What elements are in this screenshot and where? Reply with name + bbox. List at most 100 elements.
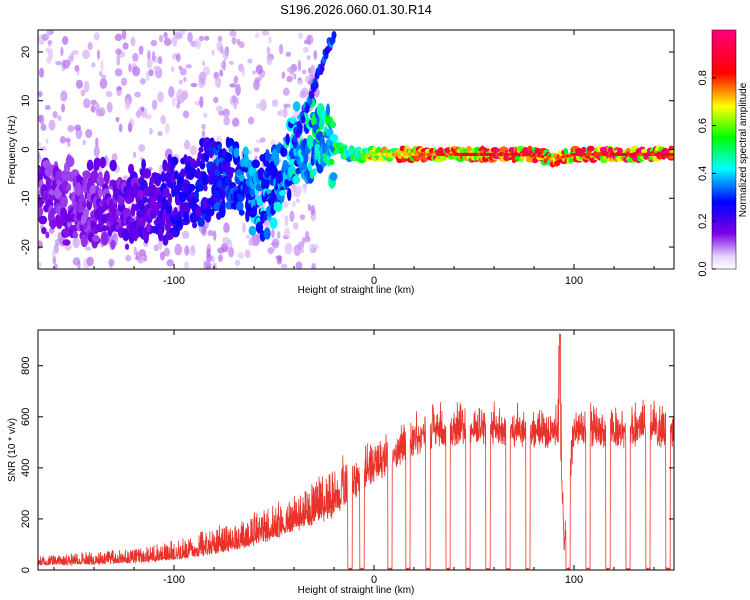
spectrogram-noise-blob: [153, 244, 159, 252]
spectrogram-noise-blob: [198, 71, 207, 84]
spectrogram-noise-blob: [222, 108, 230, 117]
spectrogram-ridge-blob: [586, 145, 595, 152]
spectrogram-noise-blob: [182, 110, 190, 119]
spectrogram-ridge-blob: [109, 159, 117, 172]
spectrogram-heatmap: [38, 30, 674, 269]
spectrogram-noise-blob: [242, 222, 246, 234]
spectrogram-ridge-blob: [42, 160, 51, 169]
spectrogram-ridge-blob: [193, 190, 199, 201]
spectrogram-noise-blob: [295, 261, 303, 269]
spectrogram-noise-blob: [151, 50, 156, 62]
spectrogram-ridge-blob: [227, 138, 235, 146]
spectrogram-noise-blob: [143, 254, 148, 262]
spectrogram-noise-blob: [311, 262, 317, 269]
spectrogram-ridge-blob: [207, 208, 215, 217]
spectrogram-noise-blob: [245, 234, 251, 239]
spectrogram-noise-blob: [212, 97, 219, 104]
spectrogram-ridge-blob: [233, 147, 240, 159]
spectrogram-noise-blob: [95, 109, 104, 117]
spectrogram-ridge-blob: [198, 146, 204, 153]
colorbar-tick-label: 0.8: [697, 70, 709, 85]
spectrogram-ridge-blob: [192, 221, 198, 229]
spectrogram-ridge-blob: [303, 151, 309, 165]
spectrogram-noise-blob: [106, 101, 113, 113]
spectrogram-noise-blob: [203, 112, 208, 119]
spectrogram-ridge-blob: [41, 227, 47, 235]
spectrogram-noise-blob: [301, 69, 307, 75]
spectrogram-ridge-blob: [325, 103, 331, 117]
spectrogram-noise-blob: [87, 42, 93, 51]
spectrogram-ridge-blob: [86, 159, 94, 171]
spectrogram-noise-blob: [211, 255, 215, 263]
spectrogram-noise-blob: [252, 70, 256, 75]
spectrogram-ridge-blob: [273, 201, 283, 212]
spectrogram-noise-blob: [91, 62, 96, 68]
spectrogram-ridge-blob: [38, 205, 44, 218]
spectrogram-noise-blob: [105, 90, 113, 98]
spectrogram-ridge-blob: [187, 183, 196, 192]
spectrogram-noise-blob: [160, 114, 167, 125]
spectrogram-noise-blob: [55, 61, 63, 66]
spectrogram-ridge-blob: [255, 221, 264, 234]
spectrogram-noise-blob: [116, 86, 123, 91]
spectrogram-noise-blob: [278, 43, 284, 55]
snr-ytick-label: 800: [20, 357, 32, 375]
spectrogram-noise-blob: [132, 52, 139, 62]
spectrogram-noise-blob: [115, 48, 122, 55]
colorbar-ticks: 0.0 0.2 0.4 0.6 0.8: [697, 70, 716, 277]
spectrogram-noise-blob: [75, 79, 84, 89]
snr-frame: [37, 329, 675, 571]
spectrogram-noise-blob: [72, 257, 81, 266]
spectrogram-noise-blob: [295, 185, 303, 195]
spectrogram-ridge-blob: [99, 156, 107, 169]
spectrogram-noise-blob: [39, 114, 45, 125]
spectrogram-noise-blob: [184, 261, 189, 269]
spectrogram-noise-blob: [132, 151, 137, 159]
spectrogram-noise-blob: [130, 36, 136, 47]
spectrogram-streak-blob: [295, 129, 301, 138]
spectrogram-ridge-blob: [197, 217, 205, 227]
spectrogram-noise-blob: [253, 147, 260, 153]
spectrogram-ridge-blob: [139, 216, 146, 228]
spectrogram-noise-blob: [190, 82, 198, 88]
colorbar-gradient: [711, 29, 737, 270]
spectrogram-noise-blob: [216, 41, 223, 52]
spectrogram-noise-blob: [71, 49, 79, 56]
spectrogram-noise-blob: [148, 69, 154, 77]
spectrogram-noise-blob: [170, 66, 175, 73]
spectrogram-noise-blob: [74, 64, 80, 72]
spectrogram-ridge-blob: [312, 167, 317, 177]
spectrogram-noise-blob: [303, 39, 310, 45]
spectrogram-noise-blob: [52, 256, 57, 265]
spectrogram-ridge-blob: [103, 170, 110, 185]
spectrogram-noise-blob: [203, 35, 210, 41]
spectrogram-noise-blob: [61, 103, 66, 113]
spectrogram-noise-blob: [47, 39, 53, 45]
spectrogram-ridge-blob: [98, 176, 105, 188]
spectrogram-ridge-blob: [173, 170, 179, 180]
spectrogram-noise-blob: [114, 68, 123, 77]
spectrogram-noise-blob: [302, 46, 310, 53]
spectrogram-noise-blob: [134, 91, 141, 98]
spectrogram-noise-blob: [189, 145, 197, 156]
spectrogram-streak-blob: [297, 123, 303, 132]
snr-xtick-label: 100: [565, 574, 583, 586]
snr-ytick-label: 600: [20, 408, 32, 426]
spectrogram-noise-blob: [93, 145, 100, 158]
colorbar: 0.0 0.2 0.4 0.6 0.8 Normalized spectral ampl…: [697, 29, 749, 277]
spectrogram-ridge-blob: [248, 225, 257, 236]
spectrogram-noise-blob: [202, 60, 206, 67]
spectrogram-noise-blob: [259, 99, 267, 112]
spectrogram-ridge-blob: [251, 159, 261, 169]
spectrogram-ridge-blob: [242, 146, 249, 157]
spectrogram-noise-blob: [174, 243, 183, 256]
spectrogram-noise-blob: [231, 117, 240, 127]
spectrogram-noise-blob: [254, 77, 262, 82]
spectrogram-noise-blob: [111, 153, 118, 162]
spectrogram-ridge-blob: [292, 175, 301, 185]
spectrogram-noise-blob: [296, 79, 304, 86]
spectrogram-ridge-blob: [268, 161, 277, 175]
spectrogram-ridge-blob: [175, 219, 182, 227]
